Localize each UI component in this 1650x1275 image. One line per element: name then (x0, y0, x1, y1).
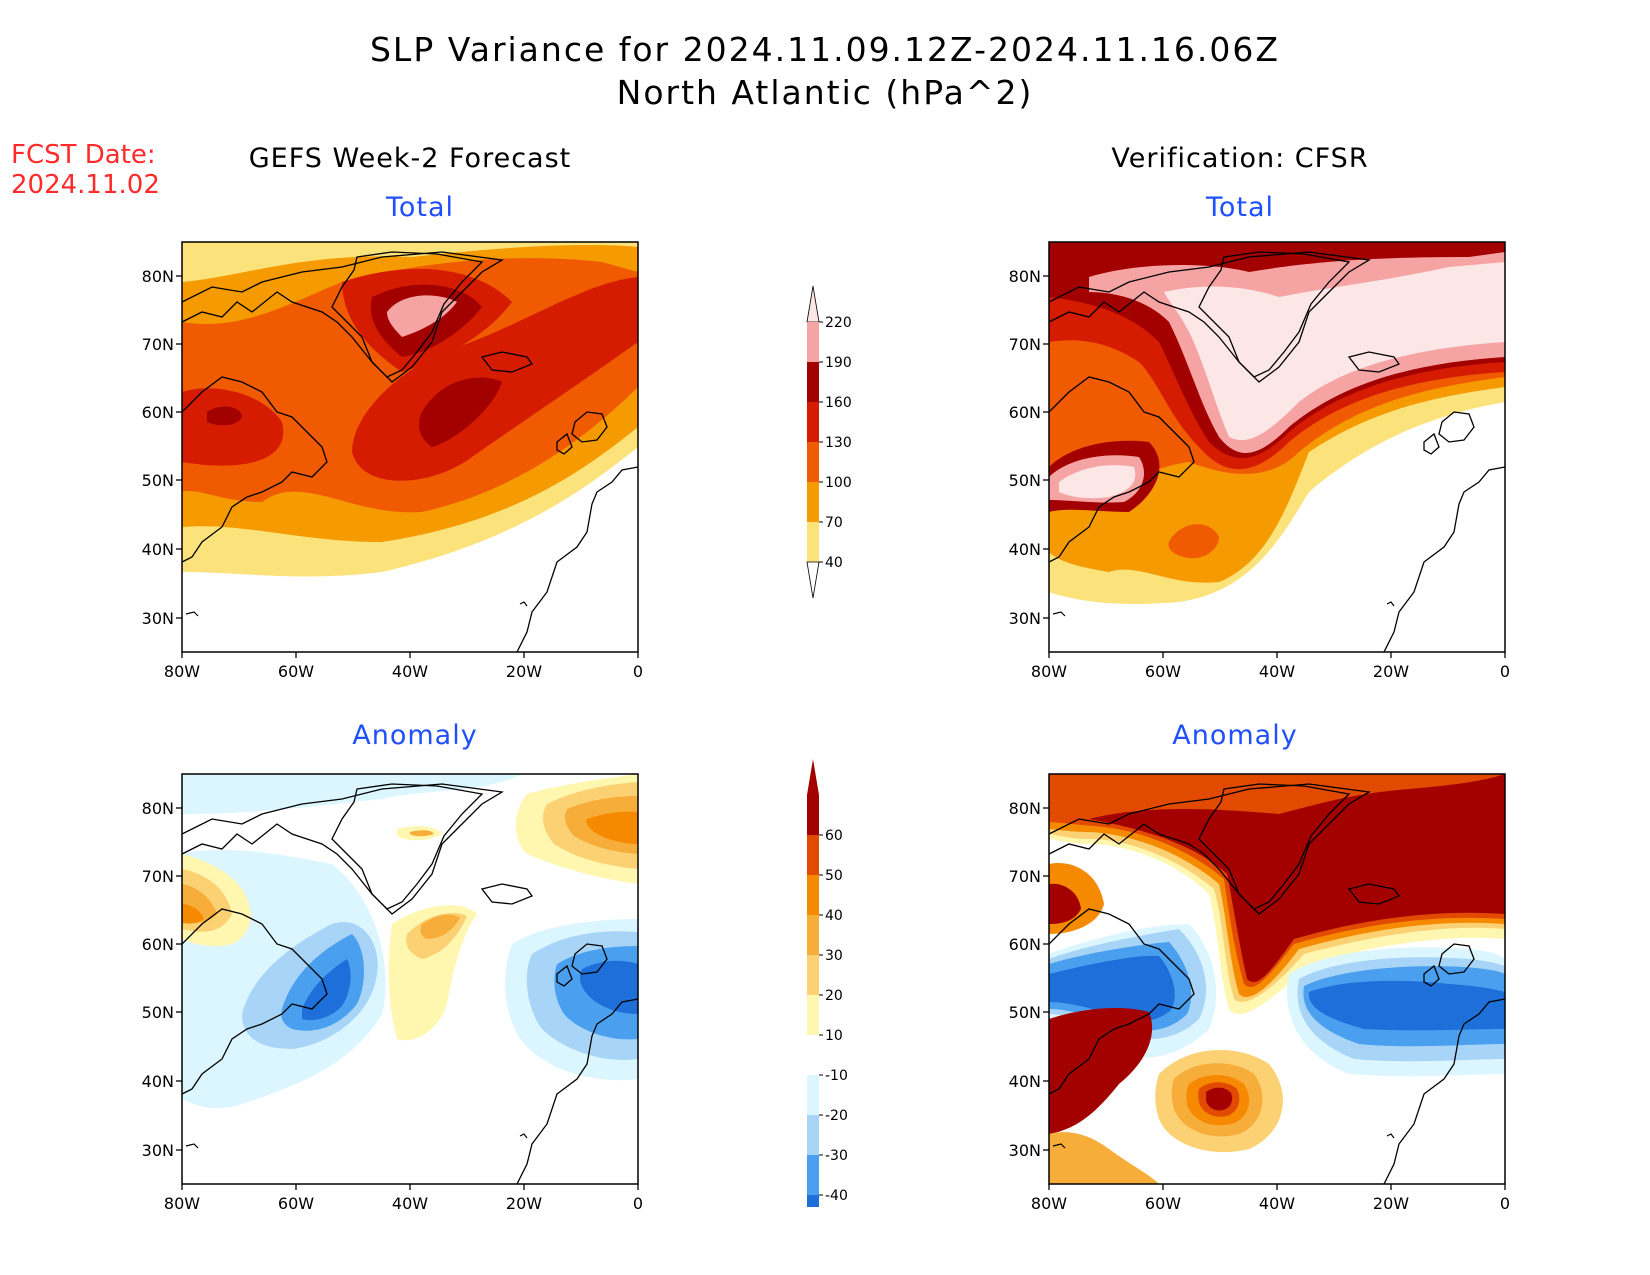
colorbar-level-label: 20 (825, 988, 843, 1004)
main-title: SLP Variance for 2024.11.09.12Z-2024.11.… (369, 30, 1281, 69)
verification-total-map: 80N 70N 60N 50N 40N 30N 80W 60W 40W 20W … (1009, 241, 1510, 680)
lon-label: 20W (506, 662, 542, 680)
colorbar-level-label: -10 (825, 1068, 848, 1084)
colorbar-swatch (807, 322, 819, 362)
verification-anomaly-map: 80N 70N 60N 50N 40N 30N 80W 60W 40W 20W … (1009, 773, 1510, 1212)
colorbar-swatch (807, 1195, 819, 1207)
lat-label: 50N (1009, 471, 1041, 490)
colorbar-level-label: 40 (825, 555, 843, 571)
lat-label: 70N (142, 867, 174, 886)
lat-label: 80N (1009, 799, 1041, 818)
forecast-total-title: Total (385, 192, 455, 223)
verification-anomaly-title: Anomaly (1172, 720, 1298, 751)
colorbar-swatch (807, 875, 819, 915)
colorbar-level-label: -40 (825, 1188, 848, 1204)
verification-column-title: Verification: CFSR (1111, 143, 1369, 174)
lon-label: 60W (278, 662, 314, 680)
lat-label: 50N (142, 471, 174, 490)
colorbar-swatch (807, 955, 819, 995)
colorbar-swatch (807, 1155, 819, 1195)
colorbar-level-label: 190 (825, 355, 852, 371)
lat-label: 80N (1009, 267, 1041, 286)
lat-label: 50N (142, 1003, 174, 1022)
colorbar-top-arrow (807, 759, 819, 795)
colorbar-level-label: 70 (825, 515, 843, 531)
lon-label: 40W (392, 662, 428, 680)
colorbar-swatch (807, 835, 819, 875)
lat-label: 40N (1009, 540, 1041, 559)
verification-total-title: Total (1205, 192, 1275, 223)
lat-label: 80N (142, 267, 174, 286)
fcst-date-value: 2024.11.02 (11, 170, 160, 200)
anomaly-colorbar: 60 50 40 30 20 10 -10 -20 -30 -40 (807, 759, 848, 1207)
colorbar-swatch (807, 1035, 819, 1075)
lat-label: 60N (142, 403, 174, 422)
colorbar-swatch (807, 482, 819, 522)
lon-label: 80W (1031, 1194, 1067, 1212)
colorbar-swatch (807, 1075, 819, 1115)
colorbar-swatch (807, 995, 819, 1035)
forecast-column-title: GEFS Week-2 Forecast (248, 143, 572, 174)
forecast-anomaly-map: 80N 70N 60N 50N 40N 30N 80W 60W 40W 20W … (142, 773, 643, 1212)
colorbar-level-label: 60 (825, 828, 843, 844)
colorbar-level-label: 40 (825, 908, 843, 924)
colorbar-swatch (807, 402, 819, 442)
lat-label: 60N (1009, 935, 1041, 954)
fcst-date-block: FCST Date: 2024.11.02 (11, 140, 160, 200)
lat-label: 70N (1009, 335, 1041, 354)
lat-label: 30N (142, 1141, 174, 1160)
lat-label: 80N (142, 799, 174, 818)
colorbar-level-label: 50 (825, 868, 843, 884)
colorbar-swatch (807, 1115, 819, 1155)
lon-label: 40W (1259, 662, 1295, 680)
lon-label: 0 (633, 1194, 643, 1212)
lat-label: 70N (142, 335, 174, 354)
lat-label: 50N (1009, 1003, 1041, 1022)
forecast-total-map: 80N 70N 60N 50N 40N 30N 80W 60W 40W 20W … (142, 241, 643, 680)
lat-label: 60N (1009, 403, 1041, 422)
lon-label: 80W (164, 662, 200, 680)
colorbar-level-label: 130 (825, 435, 852, 451)
colorbar-level-label: 100 (825, 475, 852, 491)
lat-label: 40N (142, 540, 174, 559)
colorbar-level-label: -30 (825, 1148, 848, 1164)
colorbar-level-label: 10 (825, 1028, 843, 1044)
lat-label: 40N (142, 1072, 174, 1091)
lon-label: 40W (392, 1194, 428, 1212)
lat-label: 30N (1009, 609, 1041, 628)
lon-label: 40W (1259, 1194, 1295, 1212)
forecast-anomaly-title: Anomaly (352, 720, 478, 751)
lon-label: 20W (1373, 662, 1409, 680)
lat-label: 30N (142, 609, 174, 628)
lon-label: 60W (1145, 1194, 1181, 1212)
colorbar-swatch (807, 442, 819, 482)
lat-label: 70N (1009, 867, 1041, 886)
lon-label: 0 (1500, 662, 1510, 680)
lon-label: 20W (1373, 1194, 1409, 1212)
colorbar-swatch (807, 915, 819, 955)
colorbar-top-arrow (806, 285, 820, 323)
main-subtitle: North Atlantic (hPa^2) (616, 73, 1034, 112)
colorbar-level-label: 160 (825, 395, 852, 411)
lon-label: 0 (633, 662, 643, 680)
colorbar-swatch (807, 362, 819, 402)
lon-label: 60W (1145, 662, 1181, 680)
fcst-date-label: FCST Date: (11, 140, 156, 170)
lat-label: 40N (1009, 1072, 1041, 1091)
lon-label: 0 (1500, 1194, 1510, 1212)
colorbar-level-label: -20 (825, 1108, 848, 1124)
lat-label: 60N (142, 935, 174, 954)
colorbar-swatch (807, 522, 819, 562)
colorbar-level-label: 220 (825, 315, 852, 331)
colorbar-swatch (807, 795, 819, 835)
lon-label: 20W (506, 1194, 542, 1212)
colorbar-bottom-arrow (806, 561, 820, 599)
colorbar-level-label: 30 (825, 948, 843, 964)
total-colorbar: 220 190 160 130 100 70 40 (806, 285, 852, 599)
lat-label: 30N (1009, 1141, 1041, 1160)
lon-label: 80W (164, 1194, 200, 1212)
lon-label: 80W (1031, 662, 1067, 680)
lon-label: 60W (278, 1194, 314, 1212)
